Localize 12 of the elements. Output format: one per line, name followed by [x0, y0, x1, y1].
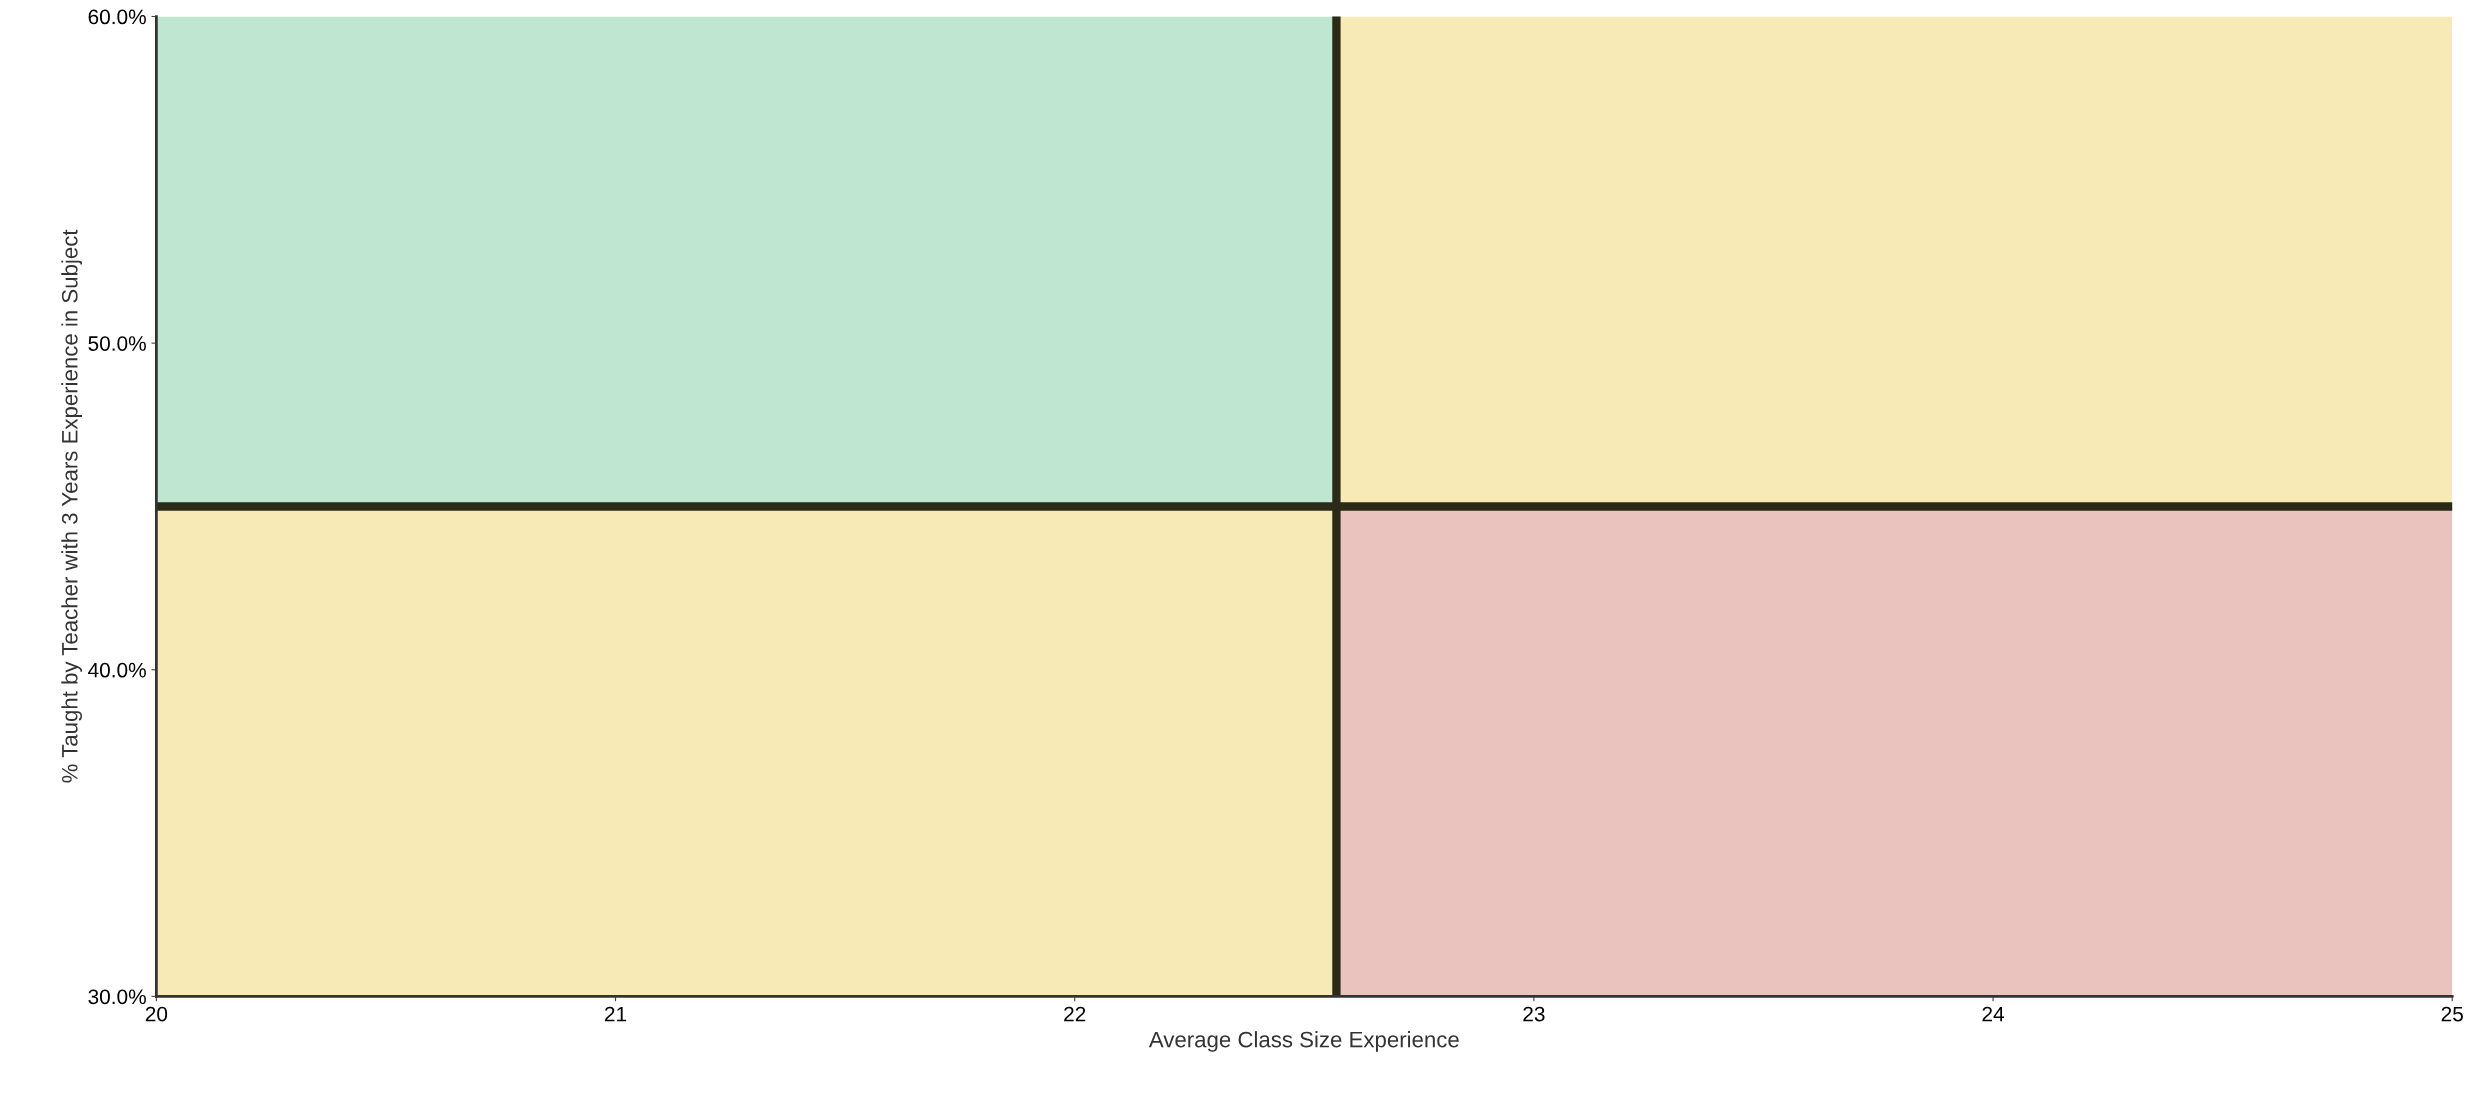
x-tick-label: 21 — [605, 1006, 627, 1022]
y-tick-label: 60.0% — [88, 9, 146, 25]
y-tick-label: 30.0% — [88, 989, 146, 1005]
x-axis-title: Average Class Size Experience — [1148, 1031, 1459, 1052]
y-axis-title: % Taught by Teacher with 3 Years Experience in Subject — [61, 229, 83, 783]
x-tick-label: 20 — [145, 1006, 168, 1022]
x-tick-label: 24 — [1982, 1006, 2005, 1022]
x-tick-label: 25 — [2441, 1006, 2463, 1022]
x-tick-label: 23 — [1523, 1006, 1545, 1022]
x-tick-label: 22 — [1064, 1006, 1086, 1022]
y-tick-label: 40.0% — [88, 662, 146, 678]
y-tick-label: 50.0% — [88, 336, 146, 351]
